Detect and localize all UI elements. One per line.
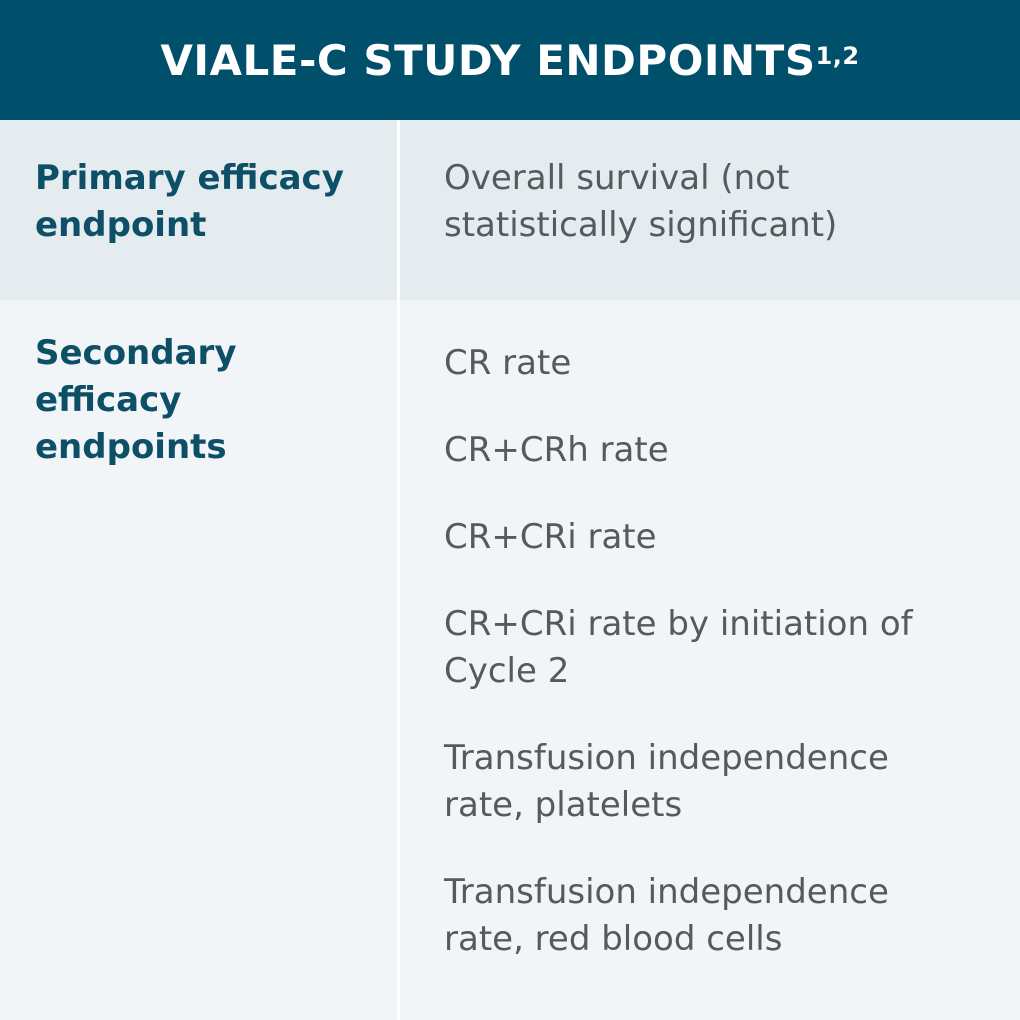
title-text: VIALE-C STUDY ENDPOINTS (160, 35, 816, 85)
row-label: Secondary efficacy endpoints (0, 300, 400, 1020)
endpoint-item: Transfusion independence rate, red blood… (444, 872, 889, 959)
endpoint-item: Transfusion independence rate, platelets (444, 738, 889, 825)
table-row-secondary: Secondary efficacy endpoints CR rate CR+… (0, 300, 1020, 1020)
row-value: Overall survival (not statistically sign… (400, 120, 1020, 300)
row-label: Primary efficacy endpoint (0, 120, 400, 300)
table-row-primary: Primary efficacy endpoint Overall surviv… (0, 120, 1020, 300)
title-footnote-refs: 1,2 (815, 42, 860, 70)
table-title: VIALE-C STUDY ENDPOINTS 1,2 (0, 0, 1020, 120)
endpoint-item: Overall survival (not statistically sign… (444, 158, 838, 245)
endpoint-item: CR rate (444, 343, 572, 383)
endpoint-item: CR+CRi rate (444, 517, 657, 557)
row-value: CR rate CR+CRh rate CR+CRi rate CR+CRi r… (400, 300, 1020, 1020)
endpoint-item: CR+CRh rate (444, 430, 669, 470)
endpoint-item: CR+CRi rate by initiation of Cycle 2 (444, 604, 913, 691)
